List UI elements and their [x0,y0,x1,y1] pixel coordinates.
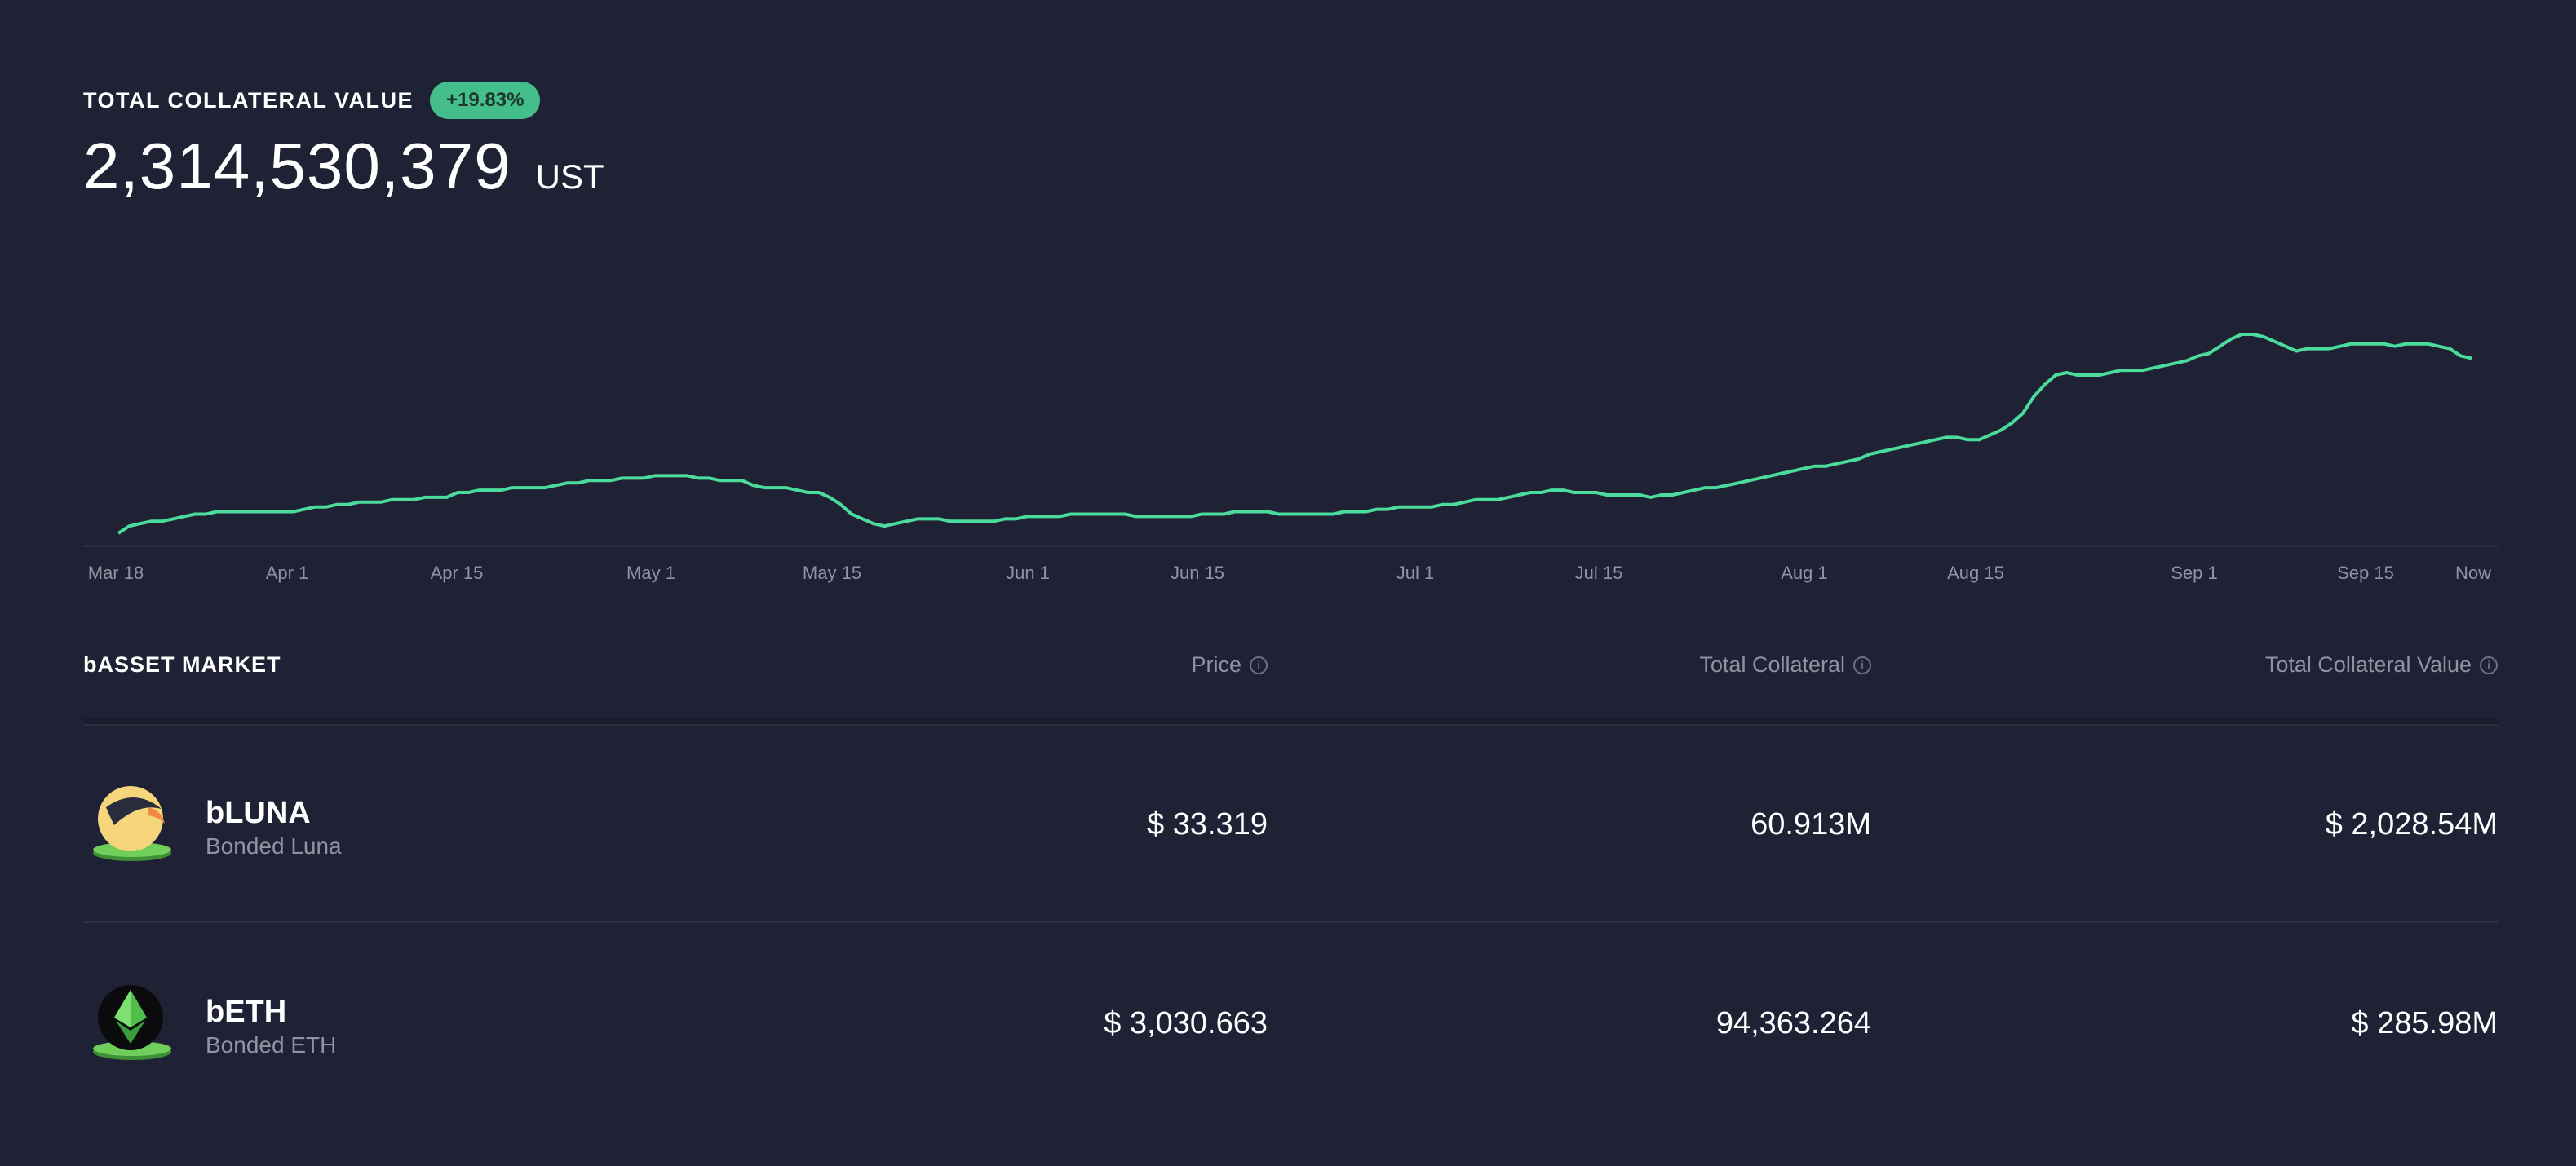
price-cell: $ 3,030.663 [1104,1006,1268,1040]
row-divider [83,921,2498,923]
table-header: bASSET MARKET Price i Total Collateral i… [83,652,2498,685]
x-tick-label: Jun 1 [1006,563,1050,583]
x-tick-label: Mar 18 [88,563,144,583]
table-row[interactable]: bETH Bonded ETH $ 3,030.663 94,363.264 $… [83,965,2498,1080]
price-column-header: Price i [1191,652,1268,678]
collateral-header: TOTAL COLLATERAL VALUE +19.83% [83,82,541,119]
x-tick-label: Jul 15 [1575,563,1623,583]
table-row[interactable]: bLUNA Bonded Luna $ 33.319 60.913M $ 2,0… [83,766,2498,881]
asset-symbol: bETH [206,995,287,1029]
x-tick-label: Now [2455,563,2491,583]
eth-icon [93,985,171,1060]
x-tick-label: Jun 15 [1171,563,1224,583]
asset-name: Bonded ETH [206,1032,337,1058]
x-tick-label: Sep 1 [2171,563,2218,583]
price-cell: $ 33.319 [1147,807,1268,841]
x-tick-label: Sep 15 [2337,563,2394,583]
header-divider [83,718,2498,726]
x-tick-label: Apr 1 [266,563,309,583]
asset-name: Bonded Luna [206,833,342,859]
x-tick-label: May 15 [803,563,861,583]
collateral-cell: 94,363.264 [1715,1006,1871,1040]
value-cell: $ 285.98M [2351,1006,2498,1040]
info-icon[interactable]: i [1250,656,1268,674]
price-column-label: Price [1191,652,1242,677]
luna-icon [93,786,171,861]
x-tick-label: May 1 [626,563,675,583]
x-tick-label: Aug 1 [1781,563,1828,583]
value-column-header: Total Collateral Value i [2265,652,2498,678]
collateral-cell: 60.913M [1751,807,1871,841]
collateral-column-header: Total Collateral i [1699,652,1871,678]
collateral-chart[interactable]: Mar 18 Apr 1 Apr 15 May 1 May 15 Jun 1 Jun 15 J… [0,269,2576,595]
total-value-row: 2,314,530,379 UST [83,129,604,204]
collateral-column-label: Total Collateral [1699,652,1845,677]
collateral-label: TOTAL COLLATERAL VALUE [83,87,414,113]
total-unit: UST [535,157,604,196]
series-line [117,333,2472,535]
value-column-label: Total Collateral Value [2264,652,2472,677]
x-tick-label: Jul 1 [1396,563,1434,583]
table-title: bASSET MARKET [83,652,281,677]
change-badge: +19.83% [430,82,541,119]
asset-symbol: bLUNA [206,796,311,830]
x-tick-label: Apr 15 [431,563,484,583]
value-cell: $ 2,028.54M [2325,807,2498,841]
info-icon[interactable]: i [1853,656,1871,674]
x-tick-label: Aug 15 [1947,563,2004,583]
total-value: 2,314,530,379 [83,130,511,202]
info-icon[interactable]: i [2480,656,2498,674]
